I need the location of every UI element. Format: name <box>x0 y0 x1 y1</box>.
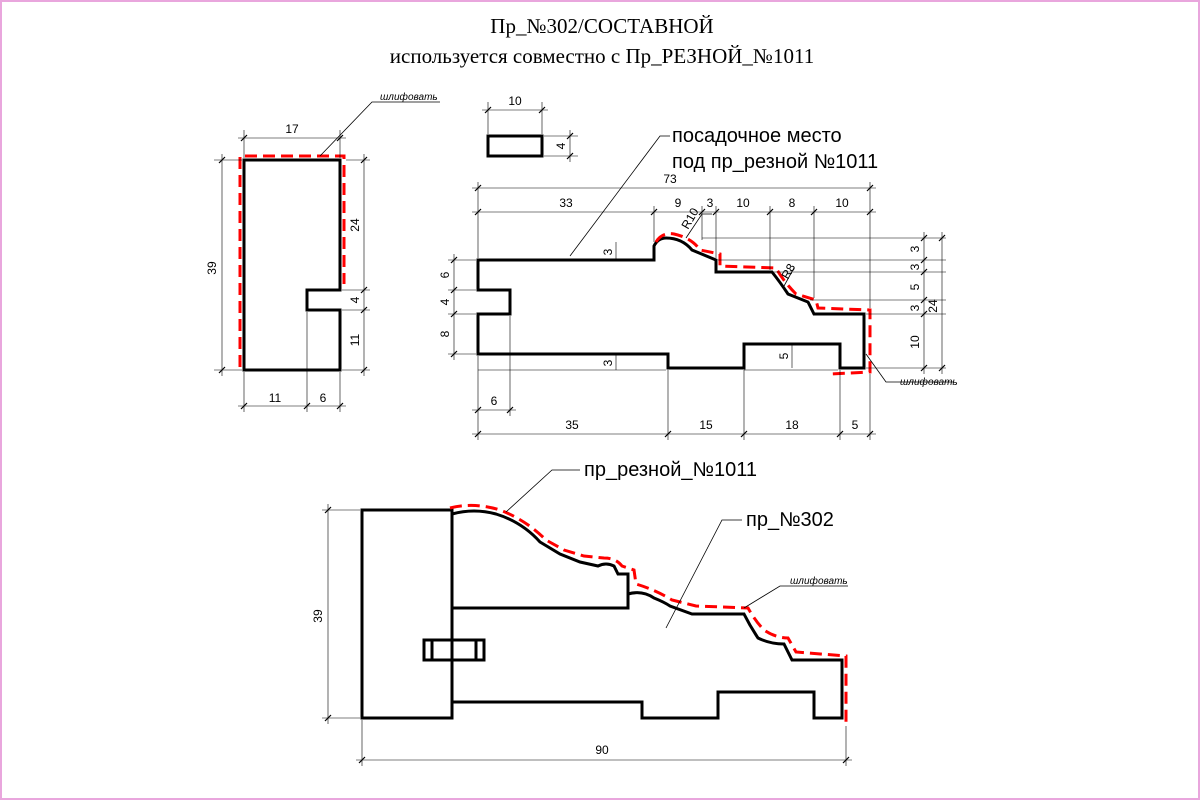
assembly-insert <box>422 638 486 662</box>
main-right-3c-label: 3 <box>908 304 922 311</box>
main-inner-bot3-label: 3 <box>601 359 615 366</box>
left-profile-section: 17 39 24 4 11 11 <box>205 91 440 412</box>
main-bottom-35-label: 35 <box>565 418 579 432</box>
main-inner-bot5-label: 5 <box>777 352 791 359</box>
main-top-33-label: 33 <box>559 196 573 210</box>
main-left-8-label: 8 <box>438 330 452 337</box>
main-callout-line1: посадочное место <box>672 125 842 147</box>
left-profile-body <box>242 158 342 372</box>
left-groove-label: 4 <box>348 296 362 303</box>
left-lower-label: 11 <box>348 333 362 346</box>
left-width-label: 17 <box>285 122 299 136</box>
main-top-10a-label: 10 <box>736 196 750 210</box>
main-top-3-label: 3 <box>707 196 714 210</box>
assembly-callout-carved: пр_резной_№1011 <box>584 459 757 481</box>
main-top-9-label: 9 <box>675 196 682 210</box>
main-right-10-label: 10 <box>908 335 922 349</box>
assembly-sanding-note: шлифовать <box>790 575 848 587</box>
drawing-subtitle: используется совместно с Пр_РЕЗНОЙ_№1011 <box>389 44 815 68</box>
left-bottom-left-label: 11 <box>269 391 282 405</box>
main-profile-body <box>476 236 866 370</box>
left-bottom-right-label: 6 <box>320 391 327 405</box>
radius-r10-label: R10 <box>678 205 701 231</box>
left-upper-label: 24 <box>348 218 362 232</box>
small-insert-body <box>486 134 544 158</box>
main-right-24-label: 24 <box>926 299 940 313</box>
left-sanding-note: шлифовать <box>380 91 438 103</box>
main-callout-line2: под пр_резной №1011 <box>672 151 878 173</box>
main-left-6-label: 6 <box>438 271 452 278</box>
assembly-section: пр_резной_№1011 пр_№302 шлифовать 39 90 <box>311 459 852 766</box>
main-inner-top3-label: 3 <box>601 248 615 255</box>
radius-r8-label: R8 <box>778 261 798 282</box>
assembly-height-label: 39 <box>311 609 325 623</box>
main-profile-sanding-line <box>654 232 872 376</box>
assembly-profile-302 <box>450 591 844 720</box>
main-profile-section: посадочное место под пр_резной №1011 73 … <box>438 125 958 440</box>
main-bottom-15-label: 15 <box>699 418 713 432</box>
assembly-sanding-line <box>449 503 848 724</box>
main-right-5-label: 5 <box>908 283 922 290</box>
main-overall-width-label: 73 <box>663 172 677 186</box>
main-top-10b-label: 10 <box>835 196 849 210</box>
assembly-left-block <box>360 508 454 720</box>
small-insert-section: 10 4 <box>482 94 578 162</box>
assembly-width-label: 90 <box>595 743 609 757</box>
main-bottom-18-label: 18 <box>785 418 799 432</box>
assembly-callout-302: пр_№302 <box>746 509 834 531</box>
insert-width-label: 10 <box>508 94 522 108</box>
left-profile-sanding-line <box>238 154 346 367</box>
main-right-3b-label: 3 <box>908 263 922 270</box>
main-sanding-note: шлифовать <box>900 376 958 388</box>
main-bottom-6-label: 6 <box>491 394 498 408</box>
main-right-3a-label: 3 <box>908 245 922 252</box>
main-top-8-label: 8 <box>789 196 796 210</box>
drawing-title: Пр_№302/СОСТАВНОЙ <box>490 14 714 38</box>
assembly-carved-1011 <box>450 509 630 610</box>
main-left-4-label: 4 <box>438 298 452 305</box>
main-bottom-5-label: 5 <box>852 418 859 432</box>
insert-height-label: 4 <box>554 142 568 149</box>
left-height-label: 39 <box>205 261 219 275</box>
